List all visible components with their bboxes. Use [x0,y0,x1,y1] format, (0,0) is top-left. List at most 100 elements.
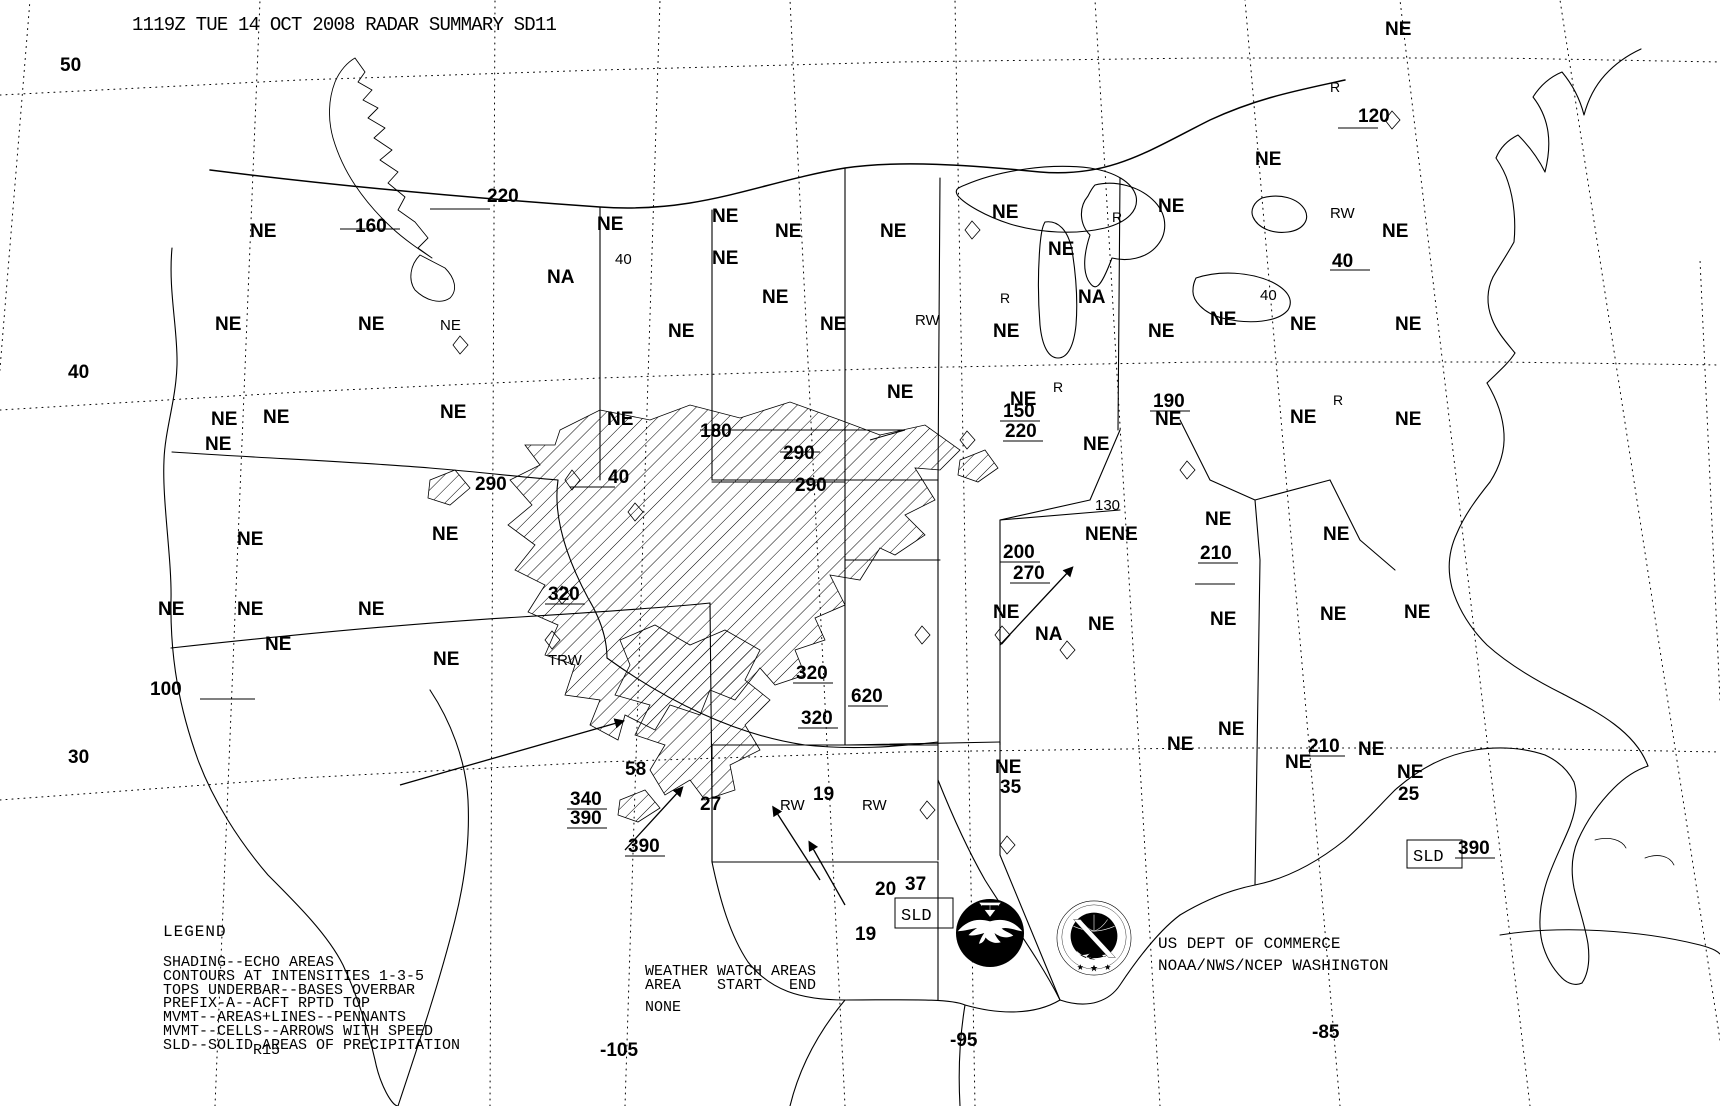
svg-text:290: 290 [795,475,827,496]
svg-text:R: R [1112,209,1122,225]
svg-text:US DEPT OF COMMERCE: US DEPT OF COMMERCE [1158,935,1340,953]
svg-text:RW: RW [780,797,806,814]
svg-text:390: 390 [628,836,660,857]
svg-text:35: 35 [1000,777,1022,798]
svg-text:180: 180 [700,421,732,442]
svg-text:620: 620 [851,686,883,707]
svg-text:NE: NE [1395,409,1421,430]
svg-text:NE: NE [1010,389,1036,410]
svg-text:NE: NE [992,202,1018,223]
svg-text:R: R [1000,290,1010,306]
svg-text:NE: NE [1155,409,1181,430]
svg-text:NE: NE [762,287,788,308]
svg-text:NE: NE [1083,434,1109,455]
svg-text:NE: NE [995,757,1021,778]
svg-text:NE: NE [880,221,906,242]
svg-text:SLD: SLD [1413,848,1444,867]
svg-text:290: 290 [475,474,507,495]
svg-text:220: 220 [1005,421,1037,442]
svg-text:270: 270 [1013,563,1045,584]
svg-text:NE: NE [158,599,184,620]
svg-text:NA: NA [1078,287,1106,308]
svg-text:290: 290 [783,443,815,464]
svg-text:19: 19 [813,784,834,805]
svg-text:NE: NE [668,321,694,342]
svg-text:40: 40 [1260,287,1277,304]
svg-text:NE: NE [440,402,466,423]
svg-text:NE: NE [1088,614,1114,635]
svg-text:NE: NE [1382,221,1408,242]
svg-text:NE: NE [820,314,846,335]
svg-text:NENE: NENE [1085,524,1138,545]
svg-text:NE: NE [993,321,1019,342]
svg-text:NE: NE [1218,719,1244,740]
svg-text:NA: NA [1035,624,1063,645]
svg-text:NE: NE [440,317,461,334]
svg-text:NE: NE [1320,604,1346,625]
svg-text:NE: NE [607,409,633,430]
svg-text:NE: NE [358,314,384,335]
svg-text:NE: NE [1404,602,1430,623]
svg-text:100: 100 [150,679,182,700]
svg-text:NE: NE [263,407,289,428]
svg-text:R: R [1333,392,1343,408]
svg-text:19: 19 [855,924,876,945]
svg-text:40: 40 [608,467,629,488]
svg-text:NE: NE [1285,752,1311,773]
svg-text:390: 390 [570,808,602,829]
svg-text:NE: NE [215,314,241,335]
svg-text:NE: NE [1205,509,1231,530]
svg-text:NE: NE [358,599,384,620]
svg-text:NA: NA [547,267,575,288]
svg-text:NE: NE [1210,609,1236,630]
svg-text:58: 58 [625,759,646,780]
svg-text:NE: NE [1385,19,1411,40]
svg-text:NE: NE [250,221,276,242]
svg-text:NE: NE [1255,149,1281,170]
svg-text:NE: NE [712,248,738,269]
svg-text:NE: NE [887,382,913,403]
svg-text:210: 210 [1308,736,1340,757]
svg-text:200: 200 [1003,542,1035,563]
svg-text:130: 130 [1095,497,1120,514]
svg-text:320: 320 [796,663,828,684]
svg-text:NE: NE [237,599,263,620]
svg-text:25: 25 [1398,784,1420,805]
svg-text:NE: NE [1290,314,1316,335]
svg-text:R: R [1053,379,1063,395]
svg-text:NOAA/NWS/NCEP WASHINGTON: NOAA/NWS/NCEP WASHINGTON [1158,957,1388,975]
svg-text:390: 390 [1458,838,1490,859]
svg-text:NE: NE [205,434,231,455]
svg-text:NE: NE [993,602,1019,623]
svg-text:NE: NE [433,649,459,670]
svg-text:NE: NE [1395,314,1421,335]
svg-text:320: 320 [801,708,833,729]
svg-text:NE: NE [1148,321,1174,342]
svg-text:160: 160 [355,216,387,237]
svg-text:NE: NE [265,634,291,655]
svg-text:37: 37 [905,874,926,895]
svg-text:40: 40 [1332,251,1353,272]
svg-text:RW: RW [862,797,888,814]
svg-text:NE: NE [1323,524,1349,545]
svg-text:NE: NE [1167,734,1193,755]
svg-text:TRW: TRW [548,652,583,669]
svg-text:210: 210 [1200,543,1232,564]
svg-text:SLD: SLD [901,907,932,926]
svg-text:RW: RW [915,312,941,329]
svg-text:NE: NE [1397,762,1423,783]
svg-text:NE: NE [712,206,738,227]
svg-text:NE: NE [1158,196,1184,217]
svg-text:NE: NE [1048,239,1074,260]
svg-text:40: 40 [615,251,632,268]
svg-text:NE: NE [211,409,237,430]
svg-text:220: 220 [487,186,519,207]
svg-text:NE: NE [432,524,458,545]
svg-text:NE: NE [1210,309,1236,330]
svg-text:RW: RW [1330,205,1356,222]
svg-text:340: 340 [570,789,602,810]
svg-text:NE: NE [597,214,623,235]
svg-text:20: 20 [875,879,896,900]
svg-text:NE: NE [775,221,801,242]
svg-text:NE: NE [1358,739,1384,760]
